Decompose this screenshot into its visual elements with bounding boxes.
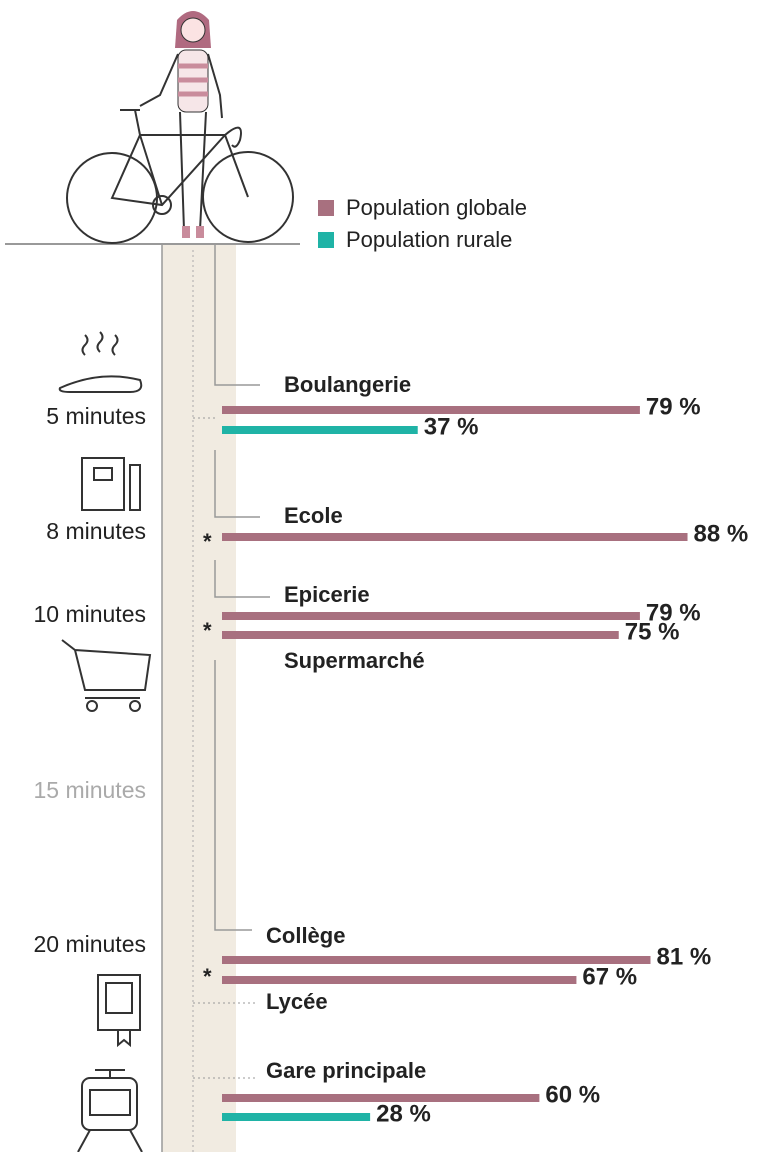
category-label: Supermarché — [284, 648, 425, 673]
legend-swatch — [318, 232, 334, 248]
value-label: 75 % — [625, 618, 680, 645]
asterisk: * — [203, 529, 212, 554]
legend-label: Population globale — [346, 195, 527, 220]
category-label: Collège — [266, 923, 345, 948]
bread-icon — [60, 332, 142, 392]
road — [162, 244, 236, 1152]
bar — [222, 1113, 370, 1121]
time-label: 5 minutes — [46, 403, 146, 429]
category-label: Ecole — [284, 503, 343, 528]
book-icon — [98, 975, 140, 1045]
legend-label: Population rurale — [346, 227, 512, 252]
asterisk: * — [203, 964, 212, 989]
legend-swatch — [318, 200, 334, 216]
value-label: 79 % — [646, 393, 701, 420]
cart-icon — [62, 640, 150, 711]
value-label: 88 % — [694, 520, 749, 547]
cyclist-illustration — [67, 11, 293, 243]
infographic: Population globale Population rurale 5 m… — [0, 0, 764, 1152]
value-label: 28 % — [376, 1100, 431, 1127]
bar — [222, 976, 576, 984]
tram-icon — [78, 1070, 142, 1152]
value-label: 60 % — [545, 1081, 600, 1108]
time-label: 20 minutes — [33, 931, 146, 957]
category-label: Epicerie — [284, 582, 370, 607]
bar — [222, 533, 688, 541]
category-label: Boulangerie — [284, 372, 411, 397]
bar — [222, 631, 619, 639]
asterisk: * — [203, 618, 212, 643]
value-label: 81 % — [656, 943, 711, 970]
time-label: 15 minutes — [33, 777, 146, 803]
value-label: 67 % — [582, 963, 637, 990]
time-label: 10 minutes — [33, 601, 146, 627]
bar — [222, 612, 640, 620]
category-label: Gare principale — [266, 1058, 426, 1083]
notebook-icon — [82, 458, 140, 510]
bar — [222, 426, 418, 434]
category-label: Lycée — [266, 989, 328, 1014]
time-label: 8 minutes — [46, 518, 146, 544]
value-label: 37 % — [424, 413, 479, 440]
